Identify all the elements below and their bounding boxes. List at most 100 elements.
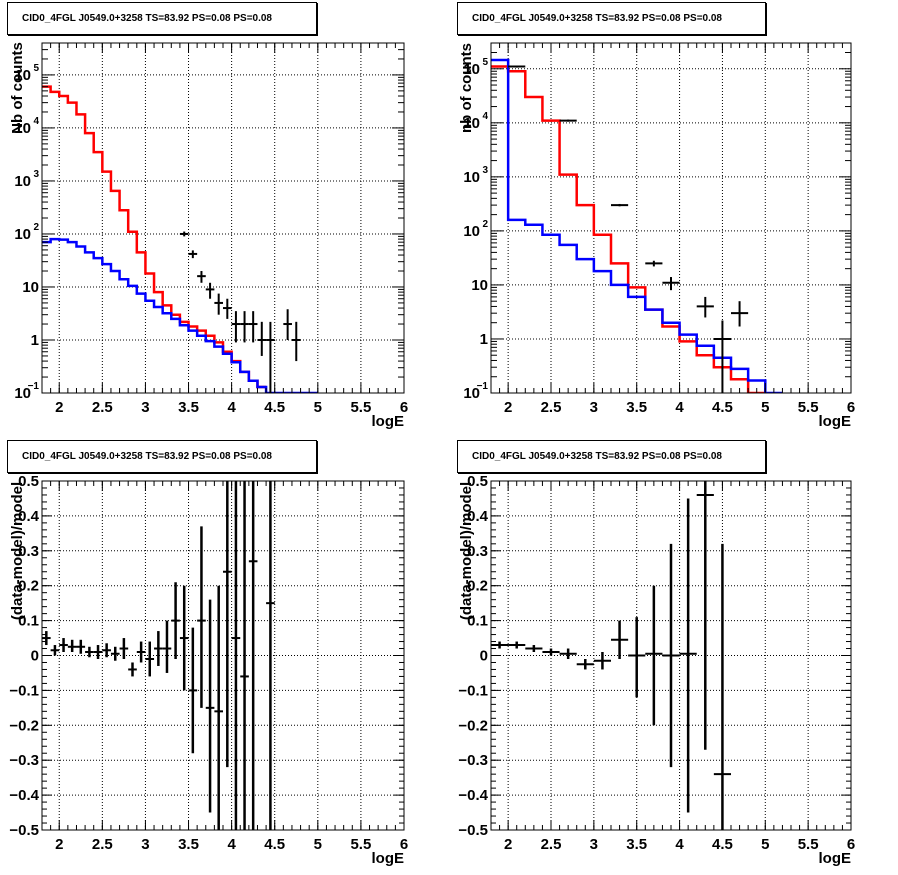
y-tick-label: 10 bbox=[14, 385, 31, 402]
y-tick-label: 10 bbox=[14, 67, 31, 84]
x-axis-title: logE bbox=[819, 413, 852, 430]
y-axis-title: nb of counts bbox=[458, 43, 475, 133]
x-tick-label: 2.5 bbox=[541, 399, 562, 416]
y-tick-label: −0.3 bbox=[9, 752, 39, 769]
y-tick-label: −0.4 bbox=[9, 787, 39, 804]
x-axis-title: logE bbox=[819, 850, 852, 867]
y-tick-label: 0 bbox=[480, 648, 488, 665]
y-tick-exponent: 4 bbox=[482, 111, 488, 122]
y-tick-label: 0 bbox=[31, 648, 39, 665]
y-tick-label: 10 bbox=[463, 115, 480, 132]
x-tick-label: 2 bbox=[55, 399, 63, 416]
y-tick-label: 1 bbox=[31, 332, 39, 349]
plot-area bbox=[491, 481, 731, 830]
x-tick-label: 3.5 bbox=[626, 836, 647, 853]
y-tick-label: −0.3 bbox=[458, 752, 488, 769]
x-tick-label: 4 bbox=[227, 836, 236, 853]
series-line-0 bbox=[491, 65, 766, 393]
y-tick-label: 10 bbox=[463, 169, 480, 186]
x-tick-label: 5 bbox=[314, 399, 322, 416]
x-tick-label: 2.5 bbox=[92, 836, 113, 853]
x-tick-label: 2 bbox=[504, 399, 512, 416]
plot-frame bbox=[41, 42, 405, 394]
x-tick-label: 5.5 bbox=[350, 836, 371, 853]
y-tick-label: −0.2 bbox=[9, 717, 39, 734]
x-tick-label: 5.5 bbox=[798, 836, 819, 853]
x-tick-label: 4 bbox=[675, 836, 684, 853]
data-points bbox=[179, 231, 301, 393]
grid bbox=[491, 43, 851, 393]
x-tick-label: 2 bbox=[504, 836, 512, 853]
y-tick-label: 0.3 bbox=[18, 543, 39, 560]
pad-residuals-right: 2 2.5 3 3.5 4 4.5 5 5.5 6 −0.5 −0.4 −0.3 −0.2 −0.1 0 0.… bbox=[449, 437, 898, 875]
axes: 2 2.5 3 3.5 4 4.5 5 5.5 6 −0.5 −0.4 −0.3 −0.2 −0.1 0 0.… bbox=[458, 473, 855, 853]
grid bbox=[42, 481, 404, 830]
y-tick-exponent: 5 bbox=[482, 57, 488, 68]
plot-area bbox=[42, 481, 275, 830]
x-tick-label: 5.5 bbox=[350, 399, 371, 416]
y-tick-label: 0.3 bbox=[467, 543, 488, 560]
y-tick-exponent: −1 bbox=[477, 381, 489, 392]
y-tick-label: 0.2 bbox=[467, 578, 488, 595]
y-tick-label: 10 bbox=[22, 279, 39, 296]
x-tick-label: 5 bbox=[314, 836, 322, 853]
y-tick-exponent: 2 bbox=[482, 219, 488, 230]
series-line-0 bbox=[42, 85, 267, 389]
plot-area bbox=[42, 85, 318, 393]
x-tick-label: 2.5 bbox=[92, 399, 113, 416]
y-axis-title: Nb of counts bbox=[9, 42, 26, 134]
x-tick-label: 6 bbox=[400, 836, 408, 853]
series-line-1 bbox=[42, 237, 318, 393]
chart-title: CID0_4FGL J0549.0+3258 TS=83.92 PS=0.08 … bbox=[7, 440, 317, 473]
x-tick-label: 6 bbox=[847, 836, 855, 853]
y-tick-label: 0.4 bbox=[18, 508, 40, 525]
x-tick-label: 3 bbox=[141, 399, 149, 416]
y-tick-label: 10 bbox=[14, 120, 31, 137]
y-tick-label: 0.2 bbox=[18, 578, 39, 595]
y-tick-exponent: 4 bbox=[33, 116, 39, 127]
y-tick-label: −0.4 bbox=[458, 787, 488, 804]
y-tick-label: 1 bbox=[480, 331, 488, 348]
y-tick-label: 0.5 bbox=[18, 473, 39, 490]
x-tick-label: 4.5 bbox=[712, 836, 733, 853]
y-tick-label: 10 bbox=[463, 61, 480, 78]
y-tick-label: −0.5 bbox=[9, 822, 39, 839]
y-tick-label: −0.5 bbox=[458, 822, 488, 839]
y-tick-label: 10 bbox=[14, 173, 31, 190]
y-tick-label: 10 bbox=[463, 223, 480, 240]
x-tick-label: 5 bbox=[761, 836, 769, 853]
y-tick-label: −0.1 bbox=[458, 682, 488, 699]
series-line-1 bbox=[491, 58, 783, 393]
x-tick-label: 4 bbox=[675, 399, 684, 416]
x-tick-label: 3.5 bbox=[626, 399, 647, 416]
x-tick-label: 3 bbox=[141, 836, 149, 853]
x-tick-label: 4.5 bbox=[264, 399, 285, 416]
x-axis-title: logE bbox=[372, 850, 405, 867]
plot-frame bbox=[490, 42, 852, 394]
x-tick-label: 3.5 bbox=[178, 836, 199, 853]
chart-title: CID0_4FGL J0549.0+3258 TS=83.92 PS=0.08 … bbox=[7, 2, 317, 35]
y-tick-label: 0.1 bbox=[18, 613, 39, 630]
grid bbox=[42, 43, 404, 393]
data-points bbox=[508, 65, 749, 393]
plot-area bbox=[491, 58, 783, 393]
x-tick-label: 4 bbox=[227, 399, 236, 416]
x-tick-label: 6 bbox=[847, 399, 855, 416]
y-tick-exponent: 2 bbox=[33, 222, 39, 233]
pad-counts-left: 2 2.5 3 3.5 4 4.5 5 5.5 6 10 −1 1 10 10 2 10 3 10 4 10 5 logE… bbox=[0, 0, 449, 437]
y-tick-exponent: 5 bbox=[33, 63, 39, 74]
x-tick-label: 2.5 bbox=[541, 836, 562, 853]
y-tick-label: 10 bbox=[14, 226, 31, 243]
pad-residuals-left: 2 2.5 3 3.5 4 4.5 5 5.5 6 −0.5 −0.4 −0.3 −0.2 −0.1 0 0.… bbox=[0, 437, 449, 875]
x-tick-label: 4.5 bbox=[712, 399, 733, 416]
y-tick-label: 10 bbox=[471, 277, 488, 294]
y-axis-title: (data-model)/model bbox=[458, 482, 475, 620]
y-tick-label: 0.4 bbox=[467, 508, 489, 525]
data-points bbox=[42, 481, 275, 830]
x-tick-label: 5.5 bbox=[798, 399, 819, 416]
data-points bbox=[491, 481, 731, 830]
